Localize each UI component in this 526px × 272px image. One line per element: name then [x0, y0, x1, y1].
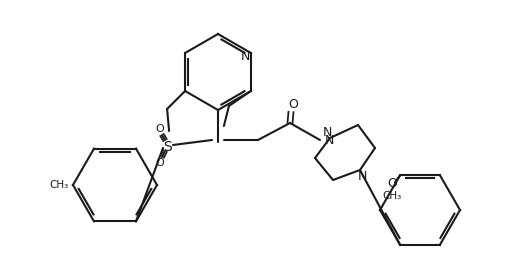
Text: O: O — [156, 124, 164, 134]
Text: N: N — [357, 171, 367, 184]
Text: CH₃: CH₃ — [382, 191, 402, 201]
Text: CH₃: CH₃ — [49, 180, 68, 190]
Text: O: O — [156, 158, 164, 168]
Text: N: N — [322, 125, 332, 138]
Text: S: S — [164, 140, 173, 154]
Text: N: N — [241, 51, 250, 63]
Text: O: O — [288, 98, 298, 112]
Text: O: O — [387, 177, 397, 190]
Text: N: N — [325, 134, 335, 147]
